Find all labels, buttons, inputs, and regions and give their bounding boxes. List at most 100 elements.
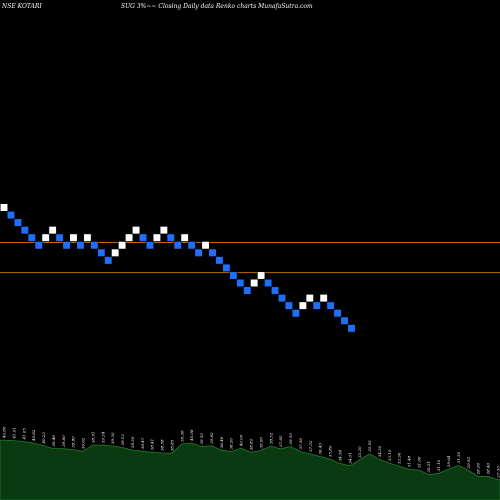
renko-brick-down xyxy=(13,218,22,227)
volume-label: 37.82 xyxy=(278,435,283,447)
renko-brick-down xyxy=(333,309,342,318)
renko-brick-down xyxy=(270,286,280,295)
renko-brick-down xyxy=(145,241,154,250)
volume-label: 38.46 xyxy=(219,436,224,448)
volume-label: 40.00 xyxy=(239,434,244,447)
renko-brick-down xyxy=(236,278,245,288)
volume-label: 33.20 xyxy=(357,446,362,458)
renko-brick-down xyxy=(62,241,71,250)
renko-brick-up xyxy=(83,233,92,242)
renko-brick-down xyxy=(20,226,29,235)
volume-label: 34.20 xyxy=(377,445,382,457)
renko-brick-down xyxy=(34,241,43,250)
volume-label: 35.95 xyxy=(367,440,372,452)
renko-brick-down xyxy=(326,301,335,310)
renko-brick-down xyxy=(347,324,356,333)
renko-brick-down xyxy=(194,248,203,257)
volume-label: 38.26 xyxy=(229,438,234,450)
renko-brick-up xyxy=(305,293,314,303)
volume-label: 39.90 xyxy=(258,437,263,449)
renko-brick-up xyxy=(41,233,50,242)
chart-title-left: NSE KOTARI xyxy=(1,3,42,10)
volume-label: 28.40 xyxy=(486,462,491,475)
volume-label: 29.64 xyxy=(446,455,451,468)
volume-label: 31.10 xyxy=(436,459,441,471)
renko-brick-up xyxy=(298,301,307,310)
renko-brick-up xyxy=(111,248,120,257)
renko-brick-up xyxy=(48,226,57,235)
renko-brick-up xyxy=(201,241,210,250)
volume-label: 38.41 xyxy=(150,439,155,450)
renko-brick-down xyxy=(90,241,99,250)
volume-label: 37.56 xyxy=(298,438,303,450)
renko-brick-up xyxy=(257,271,266,280)
renko-brick-down xyxy=(291,309,300,318)
volume-label: 40.08 xyxy=(189,429,194,442)
renko-brick-down xyxy=(97,248,106,257)
renko-brick-down xyxy=(76,241,85,250)
renko-brick-up xyxy=(159,226,168,235)
volume-label: 33.10 xyxy=(387,449,392,461)
volume-label: 31.60 xyxy=(417,456,422,468)
volume-label: 39.46 xyxy=(51,435,56,447)
renko-brick-up xyxy=(118,241,127,250)
volume-label: 32.36 xyxy=(397,452,402,464)
volume-label: 38.47 xyxy=(140,437,145,449)
renko-brick-down xyxy=(173,241,182,250)
volume-label: 39.10 xyxy=(199,433,204,445)
renko-brick-down xyxy=(264,278,273,288)
renko-brick-up xyxy=(125,233,134,242)
volume-label: 41.01 xyxy=(11,427,16,439)
volume-label: 27.50 xyxy=(496,466,500,479)
volume-label: 31.48 xyxy=(407,456,412,468)
volume-label: 39.30 xyxy=(110,432,115,444)
volume-label: 38.91 xyxy=(90,432,95,443)
renko-brick-up xyxy=(69,233,78,242)
volume-label: 38.58 xyxy=(160,439,165,451)
volume-label: 38.82 xyxy=(248,438,253,450)
renko-brick-up xyxy=(250,278,259,288)
renko-brick-down xyxy=(166,233,175,242)
volume-label: 31.50 xyxy=(456,451,461,463)
volume-area xyxy=(0,439,500,500)
renko-brick-down xyxy=(312,301,321,310)
volume-label: 39.12 xyxy=(120,434,125,446)
renko-brick-down xyxy=(104,256,113,265)
volume-label: 39.36 xyxy=(179,430,184,442)
volume-label: 39.80 xyxy=(71,436,76,448)
renko-brick-up xyxy=(0,203,9,212)
volume-label: 34.54 xyxy=(337,449,342,461)
volume-label: 35.80 xyxy=(328,445,333,457)
chart-title-right: SUG 3%~~ Closing Daily data Renko charts… xyxy=(121,3,313,10)
renko-brick-down xyxy=(340,316,349,325)
renko-bricks xyxy=(0,203,356,333)
renko-brick-down xyxy=(222,263,231,273)
volume-label: 39.10 xyxy=(288,433,293,445)
renko-brick-up xyxy=(180,233,189,242)
renko-brick-down xyxy=(55,233,64,242)
volume-label: 39.62 xyxy=(80,437,85,449)
renko-brick-down xyxy=(215,256,224,265)
renko-brick-down xyxy=(229,271,238,280)
renko-brick-up xyxy=(152,233,161,242)
volume-label: 40.82 xyxy=(31,429,36,442)
volume-label: 41.05 xyxy=(21,428,26,441)
volume-label: 39.82 xyxy=(209,432,214,444)
volume-panel: 40.80 41.01 41.05 40.82 40.23 39.46 39.80 39.80… xyxy=(0,426,500,500)
level-lines xyxy=(0,241,500,274)
renko-brick-down xyxy=(284,301,294,310)
volume-label: 40.80 xyxy=(2,426,7,439)
renko-brick-down xyxy=(27,233,36,242)
renko-brick-down xyxy=(277,293,287,303)
volume-label: 38.50 xyxy=(130,436,135,448)
renko-brick-down xyxy=(6,210,15,220)
volume-label: 39.24 xyxy=(100,431,105,443)
volume-label: 34.01 xyxy=(347,452,352,463)
renko-brick-down xyxy=(138,233,148,242)
volume-label: 37.02 xyxy=(308,440,313,452)
renko-brick-down xyxy=(187,241,196,250)
renko-brick-down xyxy=(208,248,217,257)
renko-brick-up xyxy=(132,226,141,235)
